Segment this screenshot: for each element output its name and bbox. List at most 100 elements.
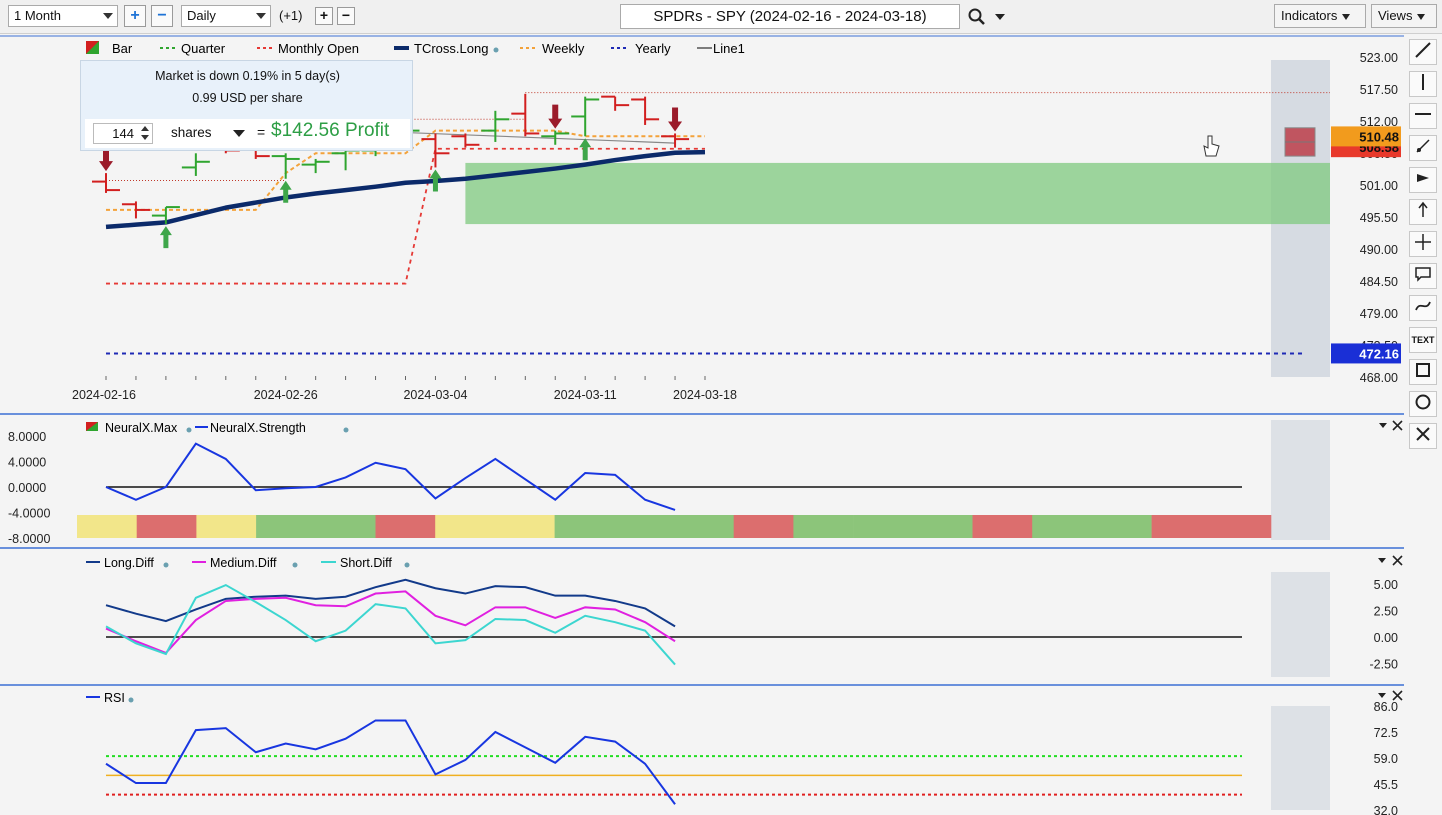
ohlc-bar[interactable]	[601, 95, 630, 111]
spin-up-icon[interactable]	[141, 126, 149, 131]
settings-dot-icon[interactable]	[186, 427, 192, 433]
y-tick-label: -2.50	[1370, 658, 1399, 672]
circle-tool-button[interactable]	[1409, 391, 1437, 417]
y-tick-label: 32.0	[1374, 804, 1398, 815]
indicators-button[interactable]: Indicators	[1274, 4, 1366, 28]
rectangle-tool-button[interactable]	[1409, 359, 1437, 385]
settings-dot-icon[interactable]	[493, 47, 499, 53]
chevron-down-icon	[1417, 13, 1426, 20]
settings-dot-icon[interactable]	[163, 562, 169, 568]
spin-down-icon[interactable]	[141, 135, 149, 140]
ohlc-bar[interactable]	[571, 96, 600, 137]
search-icon[interactable]	[967, 7, 1007, 27]
quantity-stepper[interactable]: 144	[93, 123, 153, 144]
ohlc-bar[interactable]	[481, 110, 510, 142]
zoom-out-button[interactable]: −	[151, 5, 173, 27]
ray-icon	[1416, 139, 1430, 153]
ohlc-bar[interactable]	[541, 130, 570, 145]
ohlc-bar[interactable]	[121, 201, 150, 219]
diff-chart[interactable]: 5.00 2.50 0.00 -2.50	[105, 578, 1399, 672]
close-icon	[1416, 427, 1430, 441]
ohlc-bar[interactable]	[301, 158, 330, 174]
zoom-in-button[interactable]: +	[124, 5, 146, 27]
up-arrow-icon	[279, 180, 292, 203]
horizontal-line-icon	[1415, 113, 1431, 115]
ray-tool-button[interactable]	[1409, 135, 1437, 161]
y-tick-label: 8.0000	[8, 430, 46, 444]
settings-dot-icon[interactable]	[128, 697, 134, 703]
price-legend: Bar Quarter Monthly Open TCross.Long Wee…	[86, 41, 745, 56]
neuralx-max-band	[1211, 515, 1272, 538]
range-select[interactable]: 1 Month	[8, 5, 118, 27]
neuralx-max-band	[256, 515, 317, 538]
diff-legend: Long.Diff Medium.Diff Short.Diff	[86, 556, 410, 570]
interval-select[interactable]: Daily	[181, 5, 271, 27]
ohlc-bar[interactable]	[511, 93, 540, 137]
up-arrow-icon	[579, 138, 592, 161]
close-icon[interactable]	[1392, 420, 1403, 431]
collapse-icon[interactable]	[1379, 423, 1387, 428]
x-tick-label: 2024-03-04	[403, 388, 467, 402]
neuralx-max-band	[674, 515, 734, 538]
chevron-down-icon	[103, 13, 113, 19]
neuralx-max-band	[1032, 515, 1093, 538]
offset-label: (+1)	[279, 8, 303, 23]
settings-dot-icon[interactable]	[404, 562, 410, 568]
ohlc-bar[interactable]	[661, 133, 690, 148]
ohlc-bar[interactable]	[451, 133, 480, 148]
ohlc-bar[interactable]	[151, 206, 180, 225]
y-tick-label: -8.0000	[8, 532, 50, 546]
unit-select[interactable]: shares	[171, 125, 212, 140]
chevron-down-icon[interactable]	[233, 130, 245, 137]
settings-dot-icon[interactable]	[292, 562, 298, 568]
vertical-line-button[interactable]	[1409, 71, 1437, 97]
medium-diff-line	[105, 590, 676, 655]
crosshair-button[interactable]	[1409, 231, 1437, 257]
line-tool-button[interactable]	[1409, 39, 1437, 65]
arrow-tool-button[interactable]	[1409, 167, 1437, 193]
chevron-down-icon	[1342, 13, 1351, 20]
curve-tool-button[interactable]	[1409, 295, 1437, 321]
indicators-label: Indicators	[1281, 8, 1338, 23]
neuralx-max-band	[1151, 515, 1212, 538]
neuralx-max-band	[614, 515, 675, 538]
profit-tooltip: Market is down 0.19% in 5 day(s) 0.99 US…	[80, 60, 413, 151]
neuralx-max-band	[972, 515, 1033, 538]
ohlc-bar[interactable]	[271, 153, 300, 179]
offset-minus-button[interactable]: −	[337, 7, 355, 25]
circle-icon	[1415, 394, 1431, 410]
collapse-icon[interactable]	[1378, 693, 1386, 698]
collapse-icon[interactable]	[1378, 558, 1386, 563]
note-tool-button[interactable]	[1409, 263, 1437, 289]
neuralx-max-band	[912, 515, 973, 538]
monthly-open-line	[106, 147, 705, 285]
bar-legend-swatch-down	[86, 41, 99, 54]
ohlc-bar[interactable]	[421, 133, 450, 168]
long-diff-line	[105, 578, 676, 628]
rsi-chart[interactable]: 86.0 72.5 59.0 45.5 32.0	[105, 700, 1398, 815]
offset-plus-button[interactable]: +	[315, 7, 333, 25]
y-tick-label: 45.5	[1374, 778, 1398, 792]
down-arrow-icon	[99, 147, 113, 172]
price-label-badge	[1331, 343, 1401, 364]
text-icon: TEXT	[1411, 335, 1435, 345]
close-icon[interactable]	[1392, 555, 1403, 566]
settings-dot-icon[interactable]	[343, 427, 349, 433]
close-icon[interactable]	[1392, 690, 1403, 701]
text-tool-button[interactable]: TEXT	[1409, 327, 1437, 353]
ohlc-bar[interactable]	[92, 173, 120, 193]
symbol-title[interactable]: SPDRs - SPY (2024-02-16 - 2024-03-18)	[620, 4, 960, 29]
horizontal-line-button[interactable]	[1409, 103, 1437, 129]
measure-tool-button[interactable]	[1409, 199, 1437, 225]
clear-drawings-button[interactable]	[1409, 423, 1437, 449]
legend-swatch	[86, 422, 98, 431]
future-shade	[1271, 572, 1330, 677]
y-tick-label: 5.00	[1374, 578, 1398, 592]
short-diff-line	[105, 583, 676, 666]
x-tick-label: 2024-03-11	[554, 388, 617, 402]
ohlc-bar[interactable]	[631, 96, 660, 125]
ohlc-bar[interactable]	[181, 153, 210, 176]
views-button[interactable]: Views	[1371, 4, 1437, 28]
x-tick-label: 2024-02-26	[254, 388, 318, 402]
neuralx-chart[interactable]: 8.0000 4.0000 0.0000 -4.0000 -8.0000	[8, 430, 1272, 546]
